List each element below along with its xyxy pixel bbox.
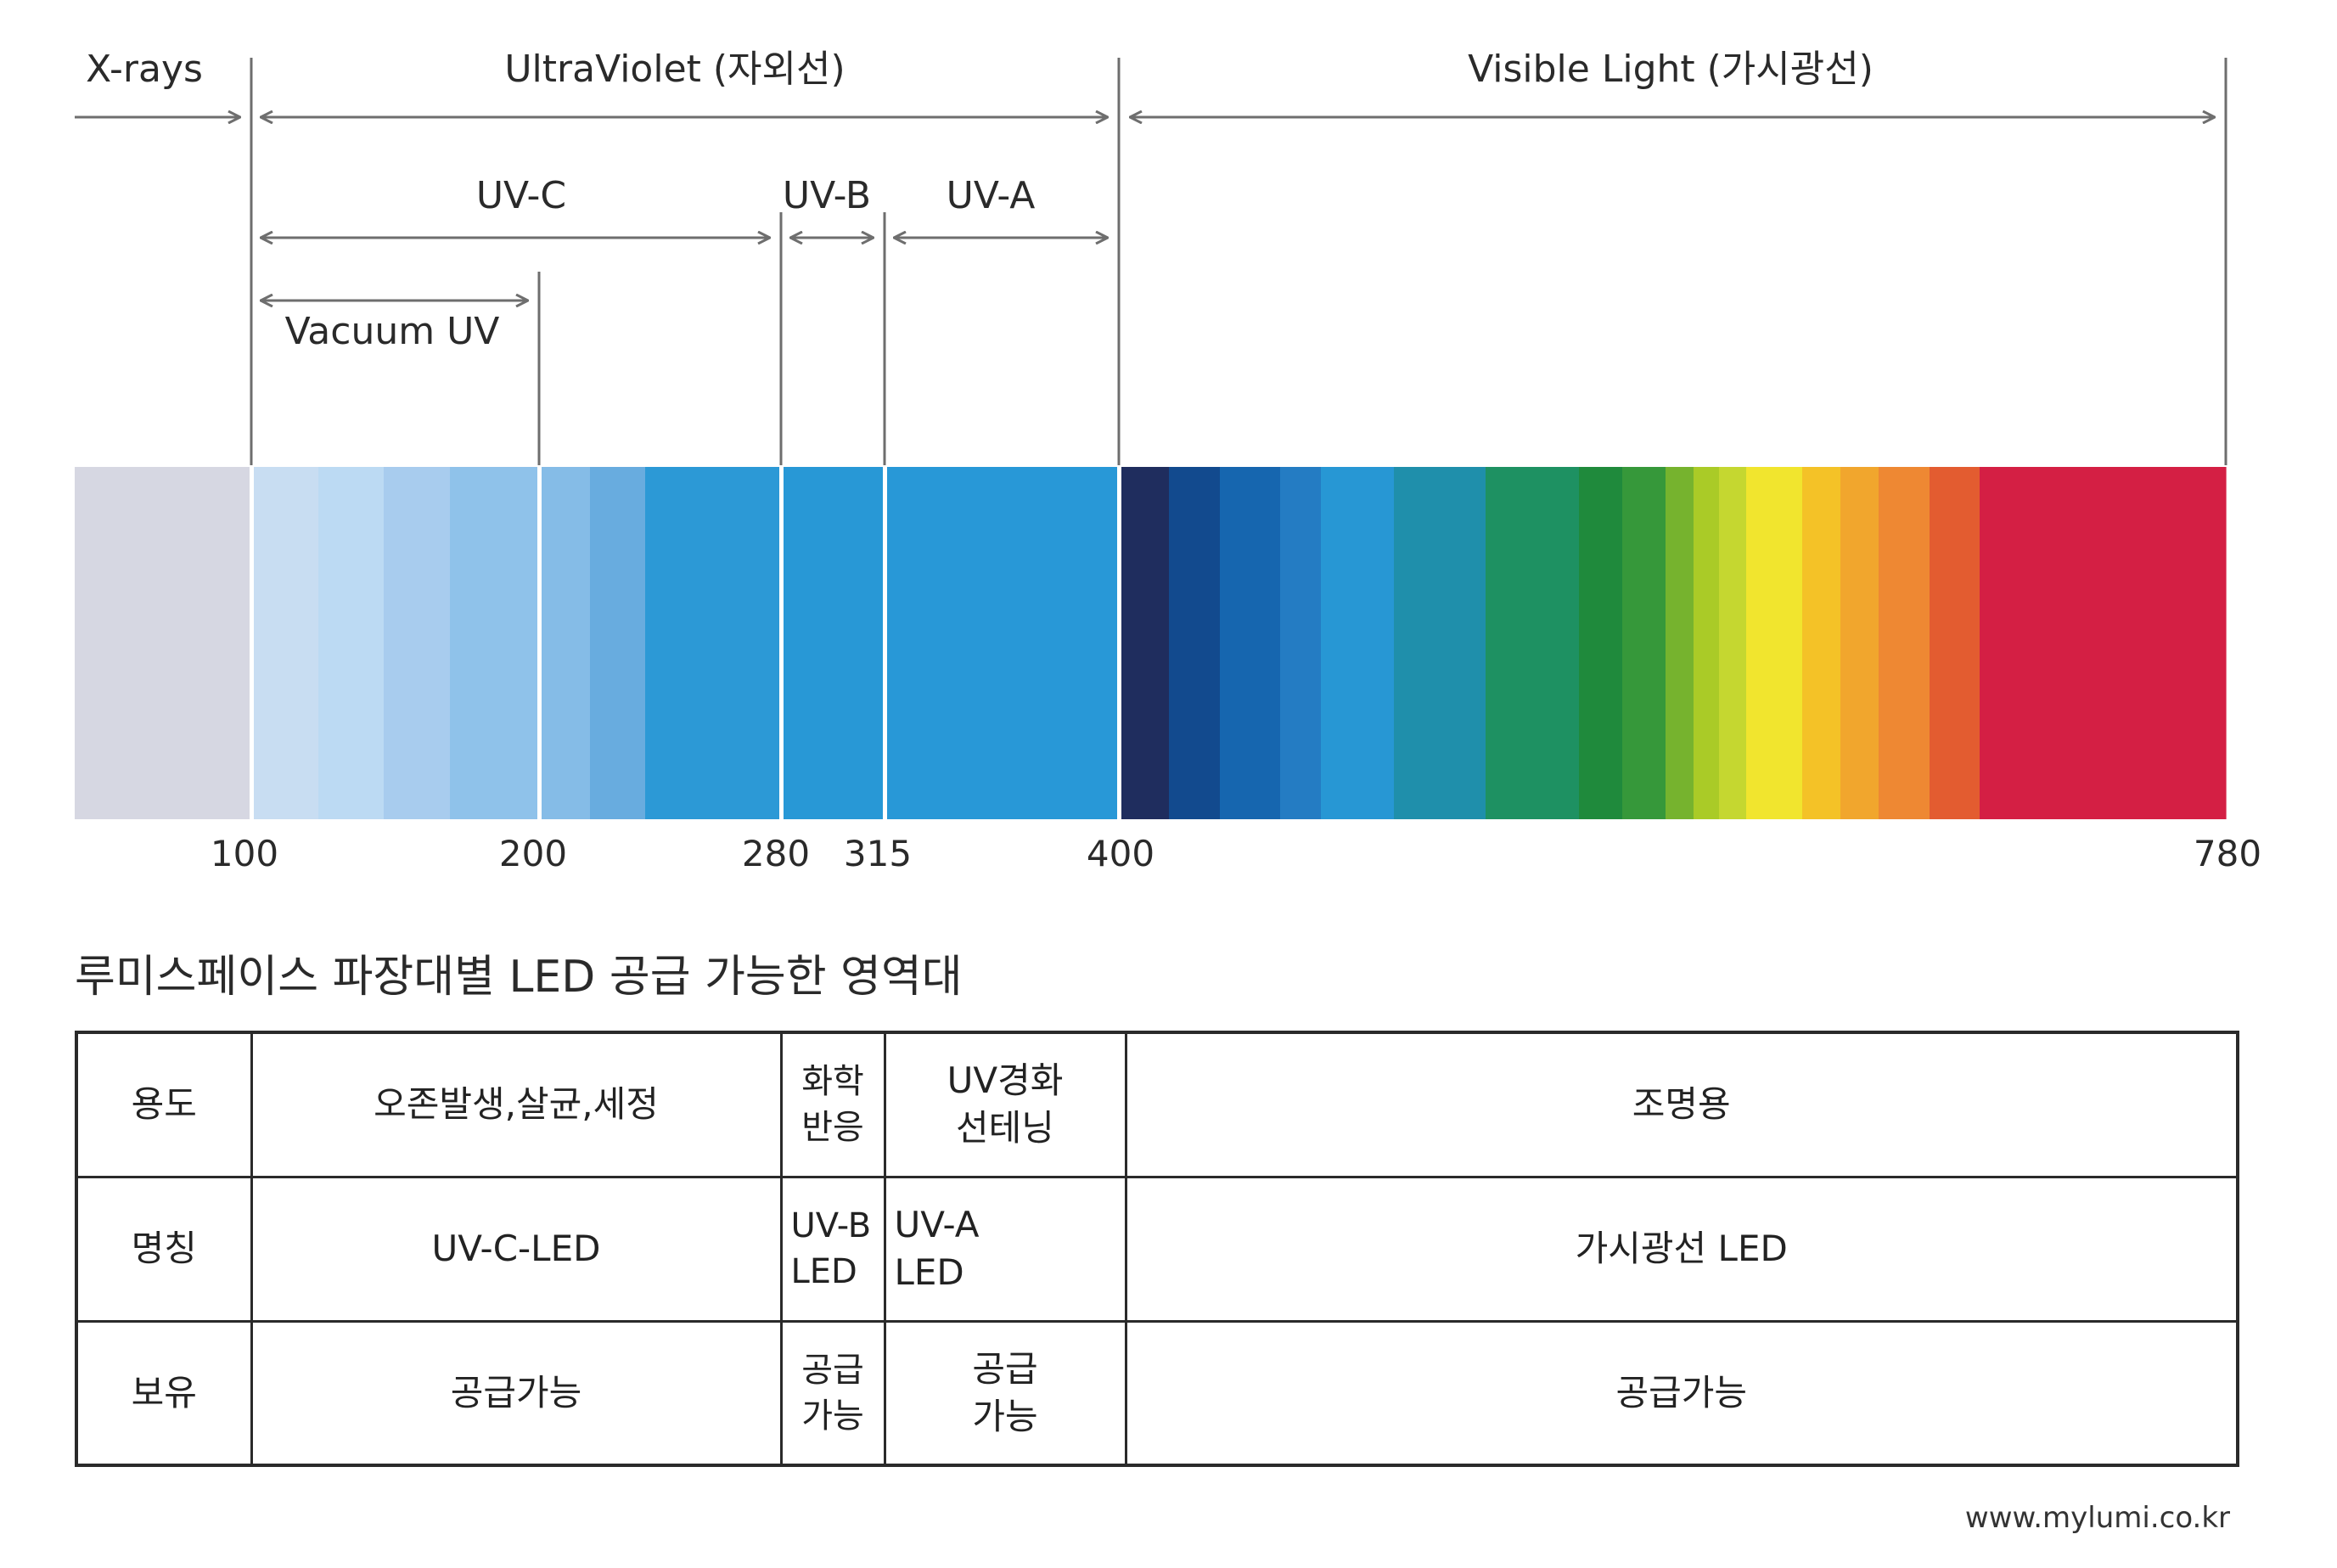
row-name: 명칭 UV-C-LED UV-B LED UV-A LED 가시광선 LED <box>75 1175 2239 1323</box>
spectrum-strip <box>645 467 782 819</box>
spectrum-strip <box>1694 467 1720 819</box>
spectrum-strip <box>1802 467 1841 819</box>
spectrum-strip <box>1980 467 2227 819</box>
tick-label-280: 280 <box>742 833 810 874</box>
cell-text: 공급 <box>972 1347 1038 1390</box>
visible-light-label: Visible Light (가시광선) <box>1468 48 1874 91</box>
uvc-label: UV-C <box>476 174 566 217</box>
spectrum-strip <box>1879 467 1930 819</box>
uva-label: UV-A <box>947 174 1036 217</box>
tick-label-780: 780 <box>2194 833 2261 874</box>
cell-text: 가시광선 LED <box>1575 1228 1788 1269</box>
cell-uvc: 공급가능 <box>250 1319 783 1467</box>
spectrum-strip <box>1719 467 1747 819</box>
cell-uvc: UV-C-LED <box>250 1175 783 1323</box>
cell-text: 반응 <box>801 1108 864 1148</box>
spectrum-strip <box>539 467 591 819</box>
cell-uvc: 오존발생,살균,세정 <box>250 1031 783 1178</box>
separator-280 <box>779 467 784 819</box>
spectrum-strip <box>1930 467 1980 819</box>
row-header: 명칭 <box>75 1175 253 1323</box>
cell-text: LED <box>894 1251 964 1293</box>
source-url: www.mylumi.co.kr <box>1964 1501 2230 1535</box>
spectrum-strip <box>1746 467 1803 819</box>
spectrum-strip <box>1840 467 1879 819</box>
tick-label-100: 100 <box>211 833 278 874</box>
xrays-label: X-rays <box>86 48 203 91</box>
spectrum-strip <box>450 467 540 819</box>
cell-text: 오존발생,살균,세정 <box>374 1083 659 1126</box>
spectrum-strip <box>75 467 252 819</box>
boundary-lines <box>250 58 2227 465</box>
cell-uva: UV-A LED <box>883 1175 1127 1323</box>
table-title: 루미스페이스 파장대별 LED 공급 가능한 영역대 <box>75 952 963 1003</box>
row-availability: 보유 공급가능 공급 가능 공급 가능 공급가능 <box>75 1319 2239 1467</box>
spectrum-strip <box>1220 467 1281 819</box>
separator-400 <box>1117 467 1121 819</box>
spectrum-strip <box>590 467 646 819</box>
cell-text: 가능 <box>972 1395 1038 1437</box>
band-separators <box>250 467 1121 819</box>
cell-text: UV-A <box>894 1204 980 1245</box>
cell-visible: 가시광선 LED <box>1124 1175 2239 1323</box>
cell-text: 선테닝 <box>956 1107 1054 1149</box>
spectrum-strip <box>1622 467 1666 819</box>
cell-text: UV-C-LED <box>431 1228 601 1269</box>
cell-text: 공급가능 <box>450 1371 582 1413</box>
spectrum-strip <box>1169 467 1221 819</box>
spectrum-strip <box>1321 467 1395 819</box>
uvb-label: UV-B <box>783 174 871 217</box>
spectrum-diagram: X-rays UltraViolet (자외선) Visible Light (… <box>75 48 2261 874</box>
spectrum-strip <box>1579 467 1623 819</box>
separator-200 <box>537 467 542 819</box>
separator-100 <box>250 467 254 819</box>
vacuum-uv-label: Vacuum UV <box>285 310 500 353</box>
cell-uvb: UV-B LED <box>779 1175 886 1323</box>
row-header: 용도 <box>75 1031 253 1178</box>
led-supply-table: 용도 오존발생,살균,세정 화학 반응 UV경화 선테닝 조명용 명칭 UV-C-LED UV-B… <box>75 1031 2239 1467</box>
row-usage: 용도 오존발생,살균,세정 화학 반응 UV경화 선테닝 조명용 <box>75 1031 2239 1178</box>
spectrum-strip <box>1280 467 1322 819</box>
spectrum-strip <box>251 467 319 819</box>
spectrum-strip <box>1119 467 1170 819</box>
cell-text: LED <box>790 1252 857 1291</box>
tick-label-200: 200 <box>499 833 567 874</box>
cell-text: 화학 <box>801 1062 864 1102</box>
spectrum-strip <box>1666 467 1694 819</box>
cell-visible: 공급가능 <box>1124 1319 2239 1467</box>
cell-text: UV경화 <box>947 1059 1064 1102</box>
separator-315 <box>883 467 887 819</box>
tick-label-315: 315 <box>844 833 912 874</box>
cell-visible: 조명용 <box>1124 1031 2239 1178</box>
spectrum-strip <box>384 467 451 819</box>
spectrum-strip <box>781 467 885 819</box>
ultraviolet-label: UltraViolet (자외선) <box>504 48 845 91</box>
row-header: 보유 <box>75 1319 253 1467</box>
spectrum-strip <box>318 467 385 819</box>
cell-text: 공급가능 <box>1615 1371 1748 1413</box>
tick-label-400: 400 <box>1087 833 1154 874</box>
spectrum-strip <box>885 467 1120 819</box>
cell-text: 가능 <box>801 1396 864 1436</box>
cell-text: UV-B <box>790 1206 872 1245</box>
cell-text: 공급 <box>801 1350 864 1390</box>
cell-text: 조명용 <box>1632 1083 1731 1126</box>
spectrum-color-bar <box>75 467 2227 819</box>
spectrum-strip <box>1486 467 1580 819</box>
spectrum-strip <box>1394 467 1486 819</box>
